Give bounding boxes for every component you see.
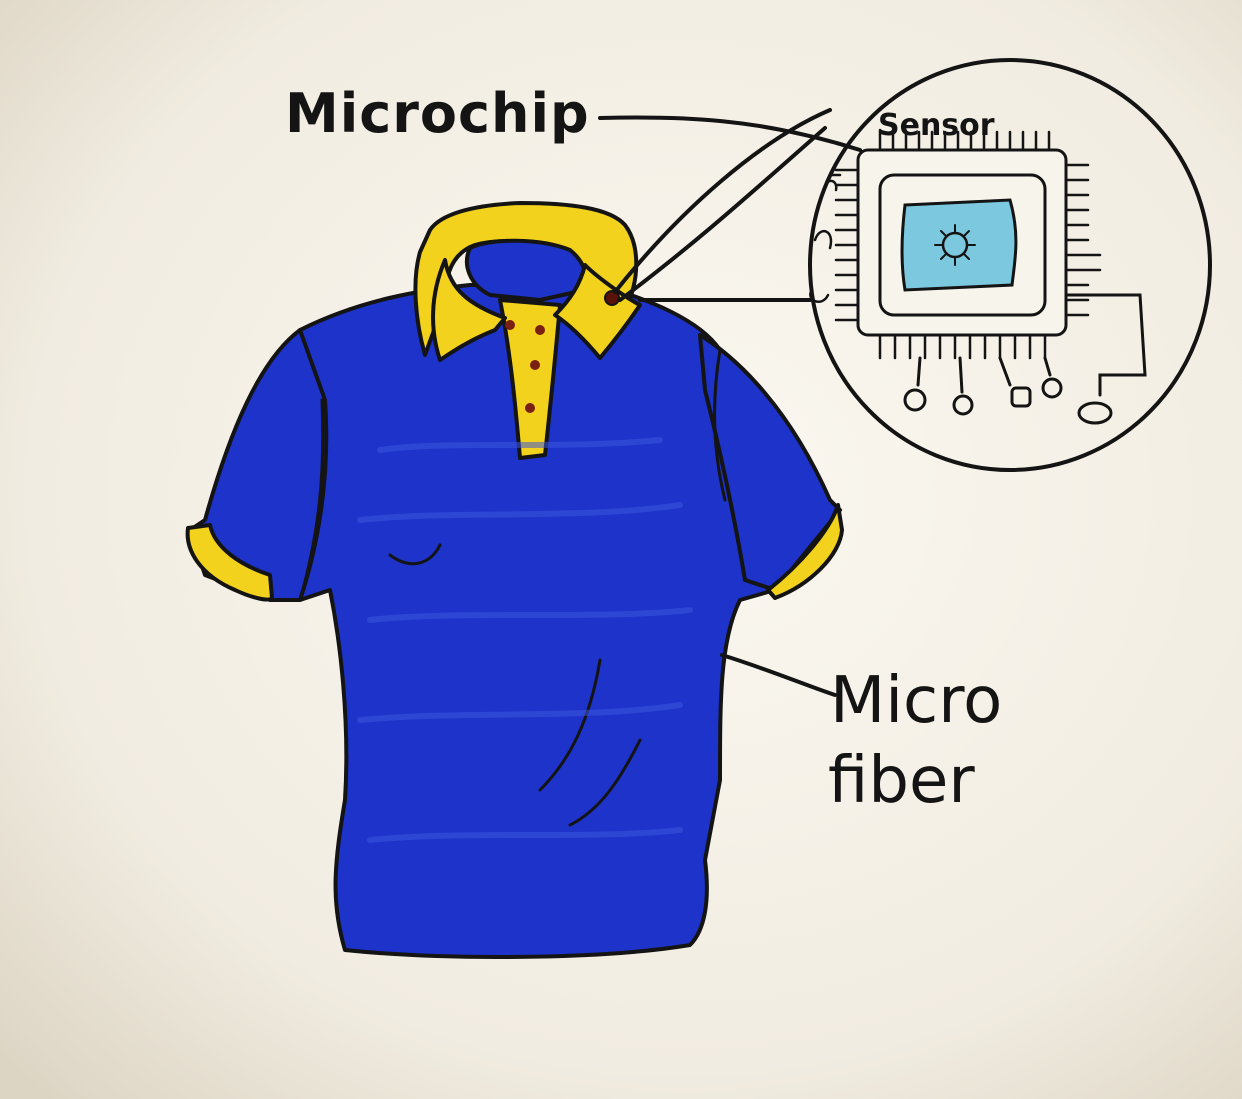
- microfiber-label-line2: fiber: [828, 744, 975, 818]
- microchip-label: Microchip: [285, 82, 590, 145]
- button-3: [530, 360, 540, 370]
- sensor-label: Sensor: [878, 108, 995, 143]
- chip-die: [900, 198, 1018, 292]
- button-4: [525, 403, 535, 413]
- chip-inner: [878, 173, 1047, 317]
- shirt-fold-lines: [298, 348, 727, 827]
- chip-pins-top: [878, 128, 1051, 152]
- button-2: [535, 325, 545, 335]
- button-1: [505, 320, 515, 330]
- microfiber-leader: [720, 653, 837, 697]
- pad-3: [1010, 386, 1032, 408]
- pad-1: [903, 388, 927, 412]
- chip-callout: [613, 58, 1212, 472]
- shirt-highlights: [357, 437, 693, 843]
- chip-pins-left: [834, 168, 860, 322]
- callout-leader-mid: [618, 126, 827, 302]
- microchip-leader: [598, 115, 862, 152]
- left-cuff: [185, 523, 274, 602]
- microfiber-label-line1: Micro: [830, 664, 1002, 738]
- collar-left-flap: [431, 258, 507, 362]
- chip-pins-bottom: [878, 333, 1047, 360]
- chip-traces: [916, 293, 1147, 397]
- placket: [498, 298, 562, 460]
- chip-side-components: [809, 173, 842, 303]
- chip-pins-right: [1064, 163, 1102, 317]
- pad-4: [1041, 377, 1063, 399]
- magnifier-circle: [808, 58, 1212, 472]
- neck-inner: [464, 238, 589, 302]
- pad-5: [1077, 401, 1113, 425]
- microchip-dot: [604, 290, 620, 306]
- pad-2: [952, 394, 974, 416]
- microchip-drawing: [809, 128, 1147, 425]
- callout-leader-top: [613, 108, 832, 294]
- sensor-core-rays: [934, 224, 976, 266]
- right-cuff: [766, 503, 844, 600]
